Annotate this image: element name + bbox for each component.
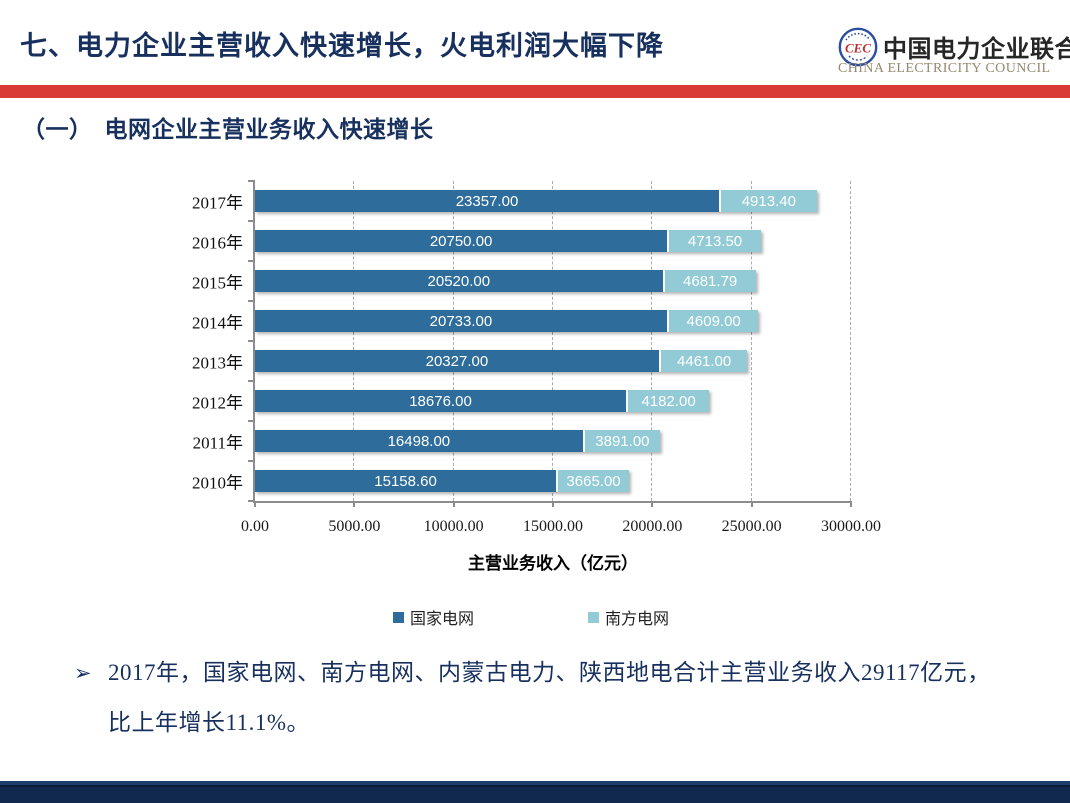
y-axis-tick-mark: [248, 220, 255, 222]
bar-segment-state-grid: 20733.00: [255, 310, 667, 332]
x-axis-tick-mark: [254, 501, 256, 507]
y-axis-tick-mark: [248, 380, 255, 382]
gridline: [850, 181, 851, 501]
bar-stack: 16498.00 3891.00: [255, 430, 661, 452]
gridline: [552, 181, 553, 501]
bar-segment-southern-grid: 4182.00: [626, 390, 710, 412]
bar-segment-southern-grid: 3891.00: [582, 430, 661, 452]
y-axis-tick-mark: [248, 500, 255, 502]
gridline: [452, 181, 454, 501]
y-axis-category-label: 2012年: [192, 393, 243, 413]
bar-row: 2010年 15158.60 3665.00: [192, 461, 851, 501]
footer-stripe: [0, 781, 1070, 785]
bar-stack: 23357.00 4913.40: [255, 190, 817, 212]
y-axis-tick-mark: [248, 260, 255, 262]
y-axis-category-label: 2014年: [192, 313, 243, 333]
bar-segment-southern-grid: 3665.00: [556, 470, 629, 492]
y-axis-category-label: 2011年: [192, 433, 243, 453]
x-axis-tick-mark: [651, 501, 654, 507]
legend-item: 国家电网: [393, 605, 474, 629]
svg-text:CEC: CEC: [845, 41, 871, 56]
bar-chart-plot-area: 主营业务收入（亿元） 国家电网 南方电网 0.00 5000.00 10000.00 1…: [192, 180, 881, 628]
page-title: 七、电力企业主营收入快速增长，火电利润大幅下降: [20, 31, 664, 61]
x-axis-tick-mark: [353, 501, 356, 507]
legend-item: 南方电网: [588, 605, 669, 629]
bar-segment-state-grid: 18676.00: [255, 390, 627, 412]
x-axis-tick-label: 20000.00: [622, 518, 683, 535]
gridline: [353, 181, 355, 501]
bar-row: 2016年 20750.00 4713.50: [192, 221, 851, 261]
bar-stack: 20327.00 4461.00: [255, 350, 748, 372]
bar-segment-state-grid: 20520.00: [255, 270, 663, 292]
y-axis-category-label: 2017年: [192, 193, 243, 213]
bar-stack: 18676.00 4182.00: [255, 390, 710, 412]
x-axis-tick-mark: [750, 501, 753, 507]
bar-row: 2014年 20733.00 4609.00: [192, 301, 851, 341]
x-axis-tick-label: 0.00: [241, 518, 269, 535]
logo-org-name-cn: 中国电力企业联合会: [883, 36, 1070, 63]
chart-legend: 国家电网 南方电网: [393, 605, 669, 629]
bar-segment-state-grid: 20327.00: [255, 350, 659, 372]
gridline: [651, 181, 653, 501]
x-axis-tick-label: 30000.00: [821, 518, 881, 535]
bar-stack: 20733.00 4609.00: [255, 310, 759, 332]
y-axis-tick-mark: [248, 340, 255, 342]
y-axis-tick-mark: [248, 300, 255, 302]
legend-label: 南方电网: [605, 611, 670, 628]
x-axis-tick-label: 5000.00: [328, 518, 381, 535]
y-axis-tick-mark: [248, 180, 255, 182]
y-axis-category-label: 2010年: [192, 473, 243, 493]
y-axis-tick-mark: [248, 460, 255, 462]
bar-row: 2011年 16498.00 3891.00: [193, 421, 851, 461]
x-axis-tick-mark: [452, 501, 455, 507]
cec-logo-icon: CEC: [838, 27, 878, 67]
x-axis-tick-mark: [850, 501, 852, 507]
bar-segment-state-grid: 23357.00: [255, 190, 720, 212]
x-axis-tick-label: 15000.00: [523, 518, 583, 535]
bullet-text-line: 2017年，国家电网、南方电网、内蒙古电力、陕西地电合计主营业务收入29117亿…: [108, 660, 991, 685]
y-axis-category-label: 2016年: [192, 233, 243, 253]
x-axis-title: 主营业务收入（亿元）: [468, 554, 638, 573]
bullet-paragraph: ➢ 2017年，国家电网、南方电网、内蒙古电力、陕西地电合计主营业务收入2911…: [74, 648, 1034, 748]
bar-row: 2012年 18676.00 4182.00: [192, 381, 851, 421]
bullet-text: 2017年，国家电网、南方电网、内蒙古电力、陕西地电合计主营业务收入29117亿…: [108, 648, 1034, 748]
bar-stack: 20750.00 4713.50: [255, 230, 761, 252]
x-axis-tick-label: 25000.00: [721, 518, 782, 535]
bar-segment-state-grid: 20750.00: [255, 230, 668, 252]
footer-stripe: [0, 787, 1070, 803]
bar-segment-southern-grid: 4461.00: [658, 350, 748, 372]
footer-band: [0, 781, 1070, 803]
x-axis-tick-mark: [552, 501, 554, 507]
y-axis-tick-mark: [248, 420, 255, 422]
bullet-marker-icon: ➢: [74, 661, 92, 685]
bar-segment-southern-grid: 4913.40: [719, 190, 817, 212]
bullet-text-line: 比上年增长11.1%。: [108, 710, 311, 735]
bar-segment-southern-grid: 4681.79: [662, 270, 756, 292]
logo-org-name-en: CHINA ELECTRICITY COUNCIL: [838, 61, 1051, 76]
legend-label: 国家电网: [410, 611, 475, 628]
footer-stripe: [0, 785, 1070, 787]
bar-segment-state-grid: 15158.60: [255, 470, 557, 492]
bar-segment-southern-grid: 4713.50: [667, 230, 761, 252]
bar-row: 2015年 20520.00 4681.79: [192, 261, 851, 301]
bar-row: 2013年 20327.00 4461.00: [192, 341, 851, 381]
y-axis-category-label: 2013年: [192, 353, 243, 373]
legend-swatch-icon: [588, 611, 600, 623]
legend-swatch-icon: [393, 611, 404, 623]
bar-stack: 15158.60 3665.00: [255, 470, 629, 492]
bar-row: 2017年 23357.00 4913.40: [192, 181, 851, 221]
section-heading: （一） 电网企业主营业务收入快速增长: [22, 116, 434, 142]
gridline: [750, 181, 752, 501]
y-axis-category-label: 2015年: [192, 273, 243, 293]
header-divider-band: [0, 85, 1070, 98]
bar-segment-southern-grid: 4609.00: [666, 310, 759, 332]
bar-stack: 20520.00 4681.79: [255, 270, 756, 292]
bar-segment-state-grid: 16498.00: [255, 430, 583, 452]
x-axis-tick-label: 10000.00: [423, 518, 484, 535]
